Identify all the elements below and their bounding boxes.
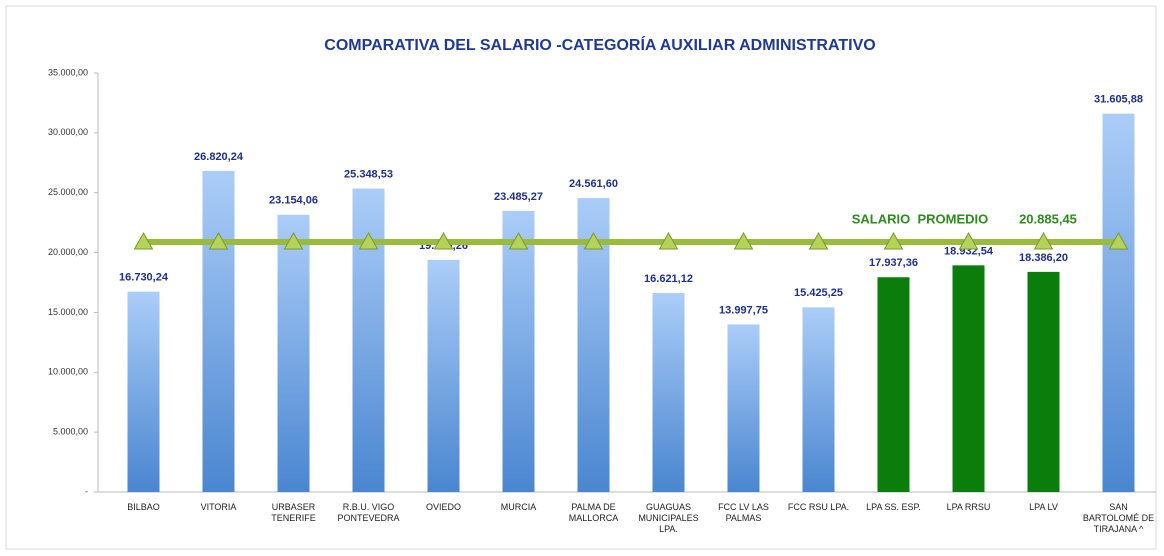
x-tick-label: PALMA DE MALLORCA [568,502,619,523]
data-label: 13.997,75 [719,304,768,316]
data-label: 18.386,20 [1019,252,1068,264]
bar [1027,271,1060,492]
data-label: 23.485,27 [494,191,543,203]
y-tick-label: 35.000,00 [48,67,88,77]
x-tick-label: URBASER TENERIFE [271,502,316,523]
y-tick-label: 10.000,00 [48,367,88,377]
y-tick-label: 15.000,00 [48,307,88,317]
bar [952,265,985,492]
x-tick-label: BILBAO [127,502,160,512]
average-marker [1108,231,1129,250]
average-marker [958,231,979,250]
x-tick-label: MURCIA [500,502,537,512]
average-value-label: 20.885,45 [1019,211,1077,226]
bar [727,324,760,492]
y-tick-label: - [85,486,88,496]
x-tick-label: FCC RSU LPA. [787,502,850,512]
bar [502,210,535,492]
data-label: 18.932,54 [944,245,994,257]
x-tick-label: LPA LV [1029,502,1058,512]
bar [202,170,235,493]
average-marker [883,231,904,250]
y-tick-label: 20.000,00 [48,247,88,257]
data-label: 17.937,36 [869,257,918,269]
x-tick-label: OVIEDO [425,502,461,512]
bar [277,214,310,493]
data-label: 25.348,53 [344,168,393,180]
x-tick-label: LPA SS. ESP. [866,502,921,512]
average-marker [283,231,304,250]
y-tick-label: 5.000,00 [53,427,88,437]
data-label: 31.605,88 [1094,94,1143,106]
data-label: 16.730,24 [119,272,169,284]
average-marker [1033,231,1054,250]
average-marker [583,231,604,250]
average-marker [133,231,154,250]
average-marker [733,231,754,250]
x-tick-label: SAN BARTOLOMÉ DE TIRAJANA ^ [1082,502,1155,534]
data-label: 23.154,06 [269,195,318,207]
data-label: 26.820,24 [194,151,244,163]
average-marker [808,231,829,250]
bar [802,307,835,492]
data-label: 15.425,25 [794,287,843,299]
average-marker [508,231,529,250]
x-tick-label: LPA RRSU [946,502,991,512]
bar [427,259,460,492]
x-tick-label: VITORIA [200,502,237,512]
average-marker [433,231,454,250]
average-label: SALARIO PROMEDIO [852,211,989,226]
bar [127,291,160,492]
average-marker [358,231,379,250]
y-tick-label: 25.000,00 [48,187,88,197]
bar [652,293,685,492]
x-tick-label: FCC LV LAS PALMAS [718,502,769,523]
average-marker [208,231,229,250]
y-tick-label: 30.000,00 [48,127,88,137]
chart-title: COMPARATIVA DEL SALARIO -CATEGORÍA AUXIL… [324,35,875,54]
x-tick-label: R.B.U. VIGO PONTEVEDRA [337,502,400,523]
data-label: 16.621,12 [644,273,693,285]
data-label: 24.561,60 [569,178,618,190]
average-marker [658,231,679,250]
bar [877,277,910,492]
x-tick-label: GUAGUAS MUNICIPALES LPA. [638,502,699,534]
bar [1102,113,1135,493]
